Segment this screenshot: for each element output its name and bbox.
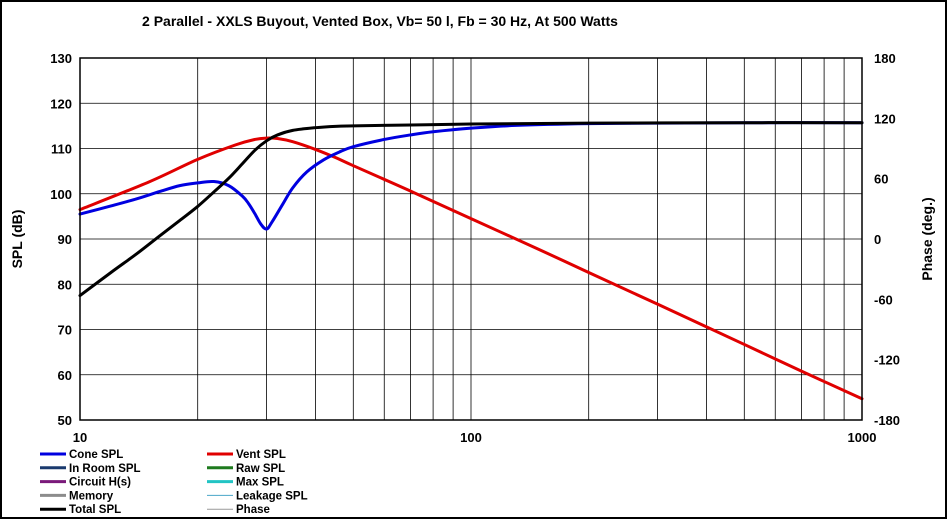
x-axis-ticks: 10 100 1000 — [73, 430, 877, 445]
plot-frame — [79, 57, 863, 421]
legend-label-memory: Memory — [69, 490, 114, 502]
y-tick-label: 110 — [51, 142, 72, 157]
y-tick-label: 120 — [50, 96, 72, 111]
y-tick-label: 130 — [50, 51, 72, 66]
y2-tick-label: -180 — [874, 413, 900, 428]
grid-lines — [80, 57, 862, 421]
y-tick-label: 70 — [58, 323, 72, 338]
y-tick-label: 80 — [58, 277, 72, 292]
legend-label-total-spl: Total SPL — [69, 504, 121, 516]
y2-tick-label: 120 — [874, 111, 896, 126]
y2-tick-label: -60 — [874, 292, 893, 307]
y2-axis-label: Phase (deg.) — [919, 197, 935, 280]
y2-tick-label: 0 — [874, 232, 881, 247]
x-tick-label: 1000 — [848, 430, 877, 445]
right-axis-ticks: -180 -120 -60 0 60 120 180 — [874, 51, 900, 428]
y-tick-label: 90 — [58, 232, 72, 247]
legend-label-circuit-h-s: Circuit H(s) — [69, 477, 131, 489]
legend-label-leakage-spl: Leakage SPL — [236, 490, 308, 502]
series-line-total-spl — [78, 121, 864, 298]
x-tick-label: 100 — [460, 430, 482, 445]
legend-label-max-spl: Max SPL — [236, 477, 284, 489]
y2-tick-label: -120 — [874, 353, 900, 368]
series-line-vent-spl — [78, 136, 864, 401]
left-axis-ticks: 50 60 70 80 90 100 110 120 130 — [50, 51, 72, 428]
y2-tick-label: 180 — [874, 51, 896, 66]
legend-label-in-room-spl: In Room SPL — [69, 463, 141, 475]
legend-label-phase: Phase — [236, 504, 270, 516]
y-tick-label: 100 — [50, 187, 72, 202]
legend-label-vent-spl: Vent SPL — [236, 449, 286, 461]
y2-tick-label: 60 — [874, 172, 888, 187]
y-tick-label: 60 — [58, 368, 72, 383]
legend: Cone SPL In Room SPL Circuit H(s)Memory Tot… — [40, 449, 308, 516]
chart-title: 2 Parallel - XXLS Buyout, Vented Box, Vb… — [142, 13, 618, 29]
series-layer — [78, 121, 864, 401]
x-tick-label: 10 — [73, 430, 87, 445]
series-line-cone-spl — [78, 121, 864, 231]
y-axis-label: SPL (dB) — [9, 210, 25, 269]
y-tick-label: 50 — [58, 413, 72, 428]
legend-label-raw-spl: Raw SPL — [236, 463, 285, 475]
legend-label-cone-spl: Cone SPL — [69, 449, 123, 461]
